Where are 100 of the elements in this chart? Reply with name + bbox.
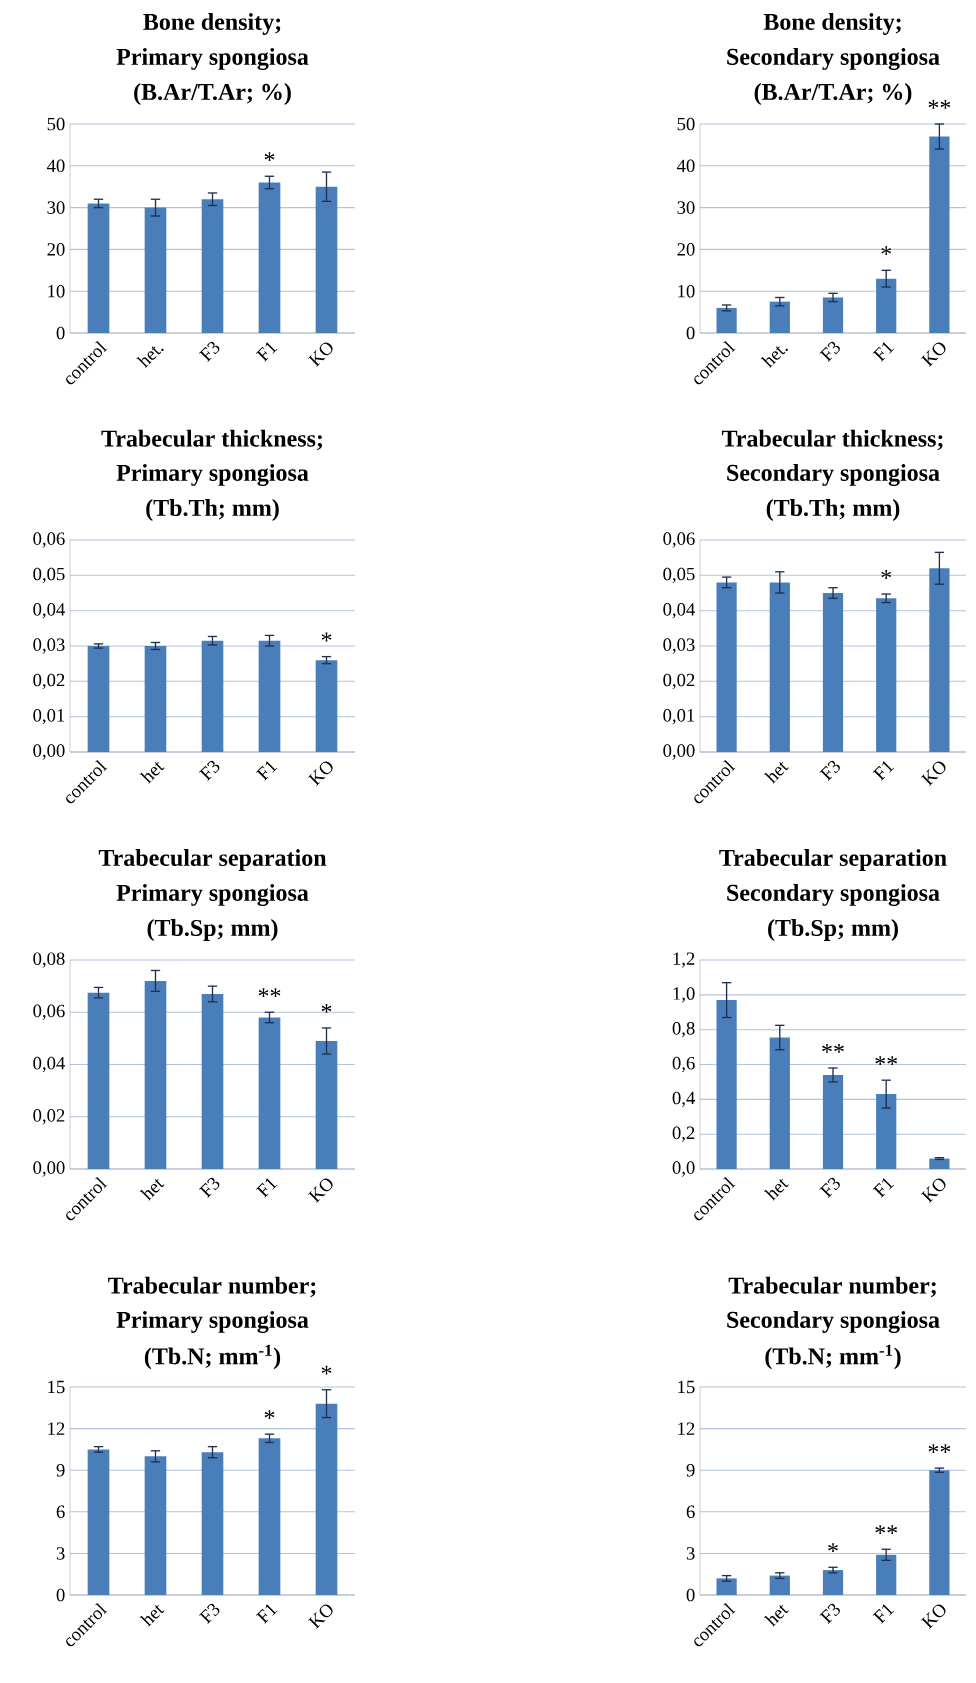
x-tick-label: F3 [199, 1603, 220, 1624]
x-tick-label: KO [920, 342, 946, 368]
bar [716, 582, 737, 753]
bar [929, 568, 950, 753]
bar [769, 301, 790, 334]
x-tick-label: KO [307, 342, 333, 368]
chart-subtitle: Primary spongiosa [116, 884, 309, 906]
y-tick-label: 6 [56, 1505, 65, 1519]
bar [315, 1041, 338, 1170]
y-tick-label: 30 [677, 201, 695, 214]
x-tick-label: F1 [255, 761, 278, 781]
x-tick-label: het [763, 1605, 789, 1627]
chart-subtitle: Secondary spongiosa [727, 464, 940, 486]
chart-title: Trabecular thickness; [101, 429, 322, 451]
text: (B.Ar/T.Ar; %) [754, 83, 912, 105]
x-tick-label: het [763, 1179, 789, 1201]
y-tick-label: 15 [48, 1380, 65, 1394]
x-tick-label: F1 [872, 342, 895, 362]
y-tick-label: 0,04 [33, 603, 66, 619]
y-tick-label: 0,06 [33, 1004, 65, 1020]
y-tick-label: 0,01 [33, 709, 65, 725]
text: (Tb.Sp; mm) [147, 919, 278, 941]
x-tick-label: het [139, 1179, 165, 1201]
text: (Tb.Th; mm) [146, 499, 279, 521]
y-tick-label: 9 [686, 1463, 695, 1477]
bar [929, 136, 950, 334]
y-tick-label: 0,03 [663, 638, 695, 654]
chart-subtitle: Secondary spongiosa [727, 1311, 940, 1333]
y-tick-label: 50 [47, 117, 65, 131]
y-tick-label: 20 [47, 243, 65, 256]
bar [876, 278, 897, 334]
x-tick-label: F3 [819, 1177, 840, 1198]
bar [929, 1158, 950, 1170]
bar [822, 1074, 844, 1170]
y-tick-label: 40 [676, 159, 695, 173]
x-tick-label: F3 [199, 760, 220, 781]
x-tick-label: F1 [255, 342, 278, 362]
x-tick-label: F3 [819, 760, 840, 781]
text: (Tb.N; mm$^{-1}$) [765, 1344, 901, 1370]
chart-subtitle: Secondary spongiosa [727, 48, 940, 70]
annotation: * [881, 570, 892, 579]
annotation: ** [928, 100, 951, 109]
bar [822, 297, 844, 334]
annotation: * [828, 1543, 838, 1553]
y-tick-label: 0,01 [663, 709, 695, 725]
x-tick-label: F3 [199, 341, 220, 362]
annotation: ** [822, 1044, 844, 1053]
bar [144, 1456, 167, 1596]
bar [144, 646, 167, 753]
y-tick-label: 0 [56, 326, 65, 340]
y-tick-label: 10 [678, 284, 695, 298]
annotation: ** [875, 1525, 898, 1535]
y-tick-label: 0 [686, 1588, 695, 1602]
bar [201, 993, 224, 1170]
text: (Tb.N; mm$^{-1}$) [144, 1344, 281, 1370]
y-tick-label: 0,8 [672, 1022, 695, 1038]
y-tick-label: 3 [686, 1547, 695, 1560]
y-tick-label: 0,03 [33, 638, 65, 654]
annotation: ** [928, 1444, 951, 1453]
bar [716, 1000, 737, 1170]
bar [822, 593, 844, 753]
y-tick-label: 40 [46, 159, 65, 173]
x-tick-label: KO [920, 761, 946, 787]
y-tick-label: 0,05 [663, 567, 695, 583]
x-tick-label: het. [136, 346, 164, 368]
y-tick-label: 0,05 [33, 567, 65, 583]
y-tick-label: 0,02 [663, 673, 695, 689]
text: (Tb.Sp; mm) [768, 919, 898, 941]
chart-subtitle: Secondary spongiosa [727, 884, 940, 906]
y-tick-label: 0 [56, 1588, 65, 1602]
y-tick-label: 15 [678, 1380, 695, 1394]
chart-subtitle: Primary spongiosa [116, 48, 309, 70]
x-tick-label: het. [760, 346, 788, 368]
y-tick-label: 0,06 [33, 532, 65, 548]
y-tick-label: 12 [678, 1422, 695, 1435]
y-tick-label: 0,00 [33, 744, 65, 760]
y-tick-label: 9 [56, 1463, 65, 1477]
chart-title: Trabecular number; [108, 1276, 316, 1298]
bar [716, 1578, 737, 1596]
y-tick-label: 0,08 [33, 952, 65, 968]
bar [144, 207, 167, 334]
text: (B.Ar/T.Ar; %) [134, 83, 291, 105]
text: (Tb.Th; mm) [766, 499, 900, 521]
bar [876, 598, 897, 753]
x-tick-label: F1 [255, 1604, 278, 1624]
x-tick-label: KO [920, 1178, 946, 1204]
bar [315, 186, 338, 334]
y-tick-label: 1,0 [673, 987, 695, 1003]
bar [876, 1094, 897, 1170]
y-tick-label: 0,00 [33, 1161, 65, 1177]
y-tick-label: 0,02 [33, 1109, 65, 1125]
bar [258, 1438, 281, 1596]
bar [201, 640, 224, 753]
y-tick-label: 10 [48, 284, 65, 298]
y-tick-label: 6 [686, 1505, 695, 1519]
x-tick-label: KO [307, 1604, 333, 1630]
x-tick-label: KO [307, 761, 333, 787]
y-tick-label: 0,0 [672, 1161, 695, 1177]
x-tick-label: F3 [819, 1603, 840, 1624]
chart-subtitle: Primary spongiosa [116, 464, 309, 486]
